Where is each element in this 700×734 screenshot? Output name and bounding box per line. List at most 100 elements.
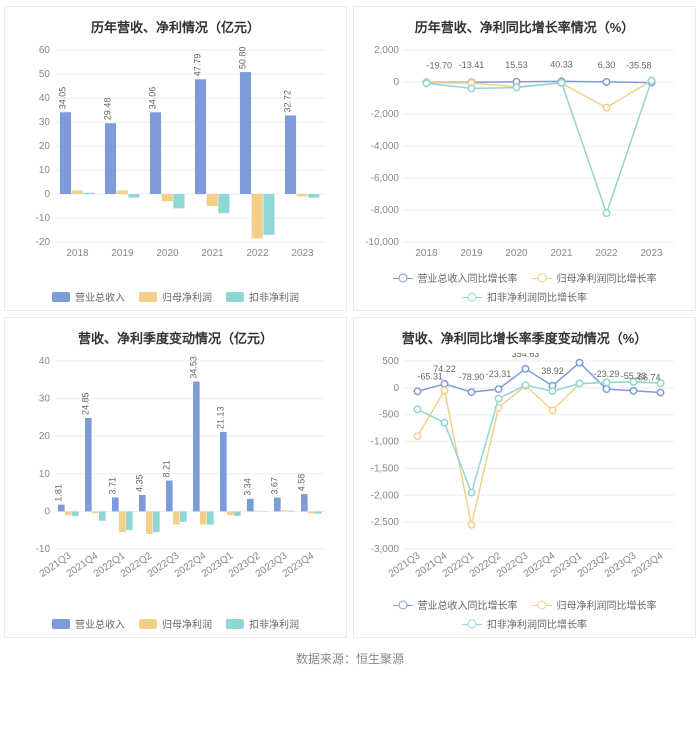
legend-item: 扣非净利润: [226, 289, 299, 304]
svg-text:2023Q4: 2023Q4: [281, 550, 317, 580]
svg-text:-19.70: -19.70: [427, 60, 453, 70]
series-point: [414, 406, 420, 412]
svg-text:2021: 2021: [201, 248, 224, 259]
svg-text:-86.74: -86.74: [635, 373, 661, 383]
chart-grid: 历年营收、净利情况（亿元） -20-1001020304050602018201…: [0, 0, 700, 640]
panel-title: 营收、净利季度变动情况（亿元）: [13, 328, 338, 347]
bar: [193, 382, 200, 512]
svg-text:-23.31: -23.31: [486, 369, 512, 379]
svg-text:0: 0: [393, 383, 399, 394]
svg-text:50: 50: [39, 69, 51, 80]
svg-text:-10,000: -10,000: [365, 237, 399, 248]
legend-item: 归母净利润: [139, 616, 212, 631]
legend-label: 营业总收入: [75, 616, 125, 631]
svg-text:2021: 2021: [550, 248, 573, 259]
legend-label: 扣非净利润: [249, 616, 299, 631]
svg-text:6.30: 6.30: [598, 60, 616, 70]
panel-title: 历年营收、净利同比增长率情况（%）: [362, 17, 687, 36]
svg-text:2023: 2023: [640, 248, 663, 259]
legend-label: 扣非净利润同比增长率: [487, 616, 587, 631]
bar: [153, 511, 160, 532]
legend: 营业总收入归母净利润扣非净利润: [13, 283, 338, 306]
svg-text:2018: 2018: [66, 248, 89, 259]
svg-text:3.71: 3.71: [107, 477, 117, 495]
chart-area: -20-100102030405060201820192020202120222…: [13, 42, 338, 283]
bar: [227, 511, 234, 515]
legend-item: 归母净利润同比增长率: [532, 597, 657, 612]
legend-swatch: [462, 619, 482, 629]
svg-text:-13.41: -13.41: [459, 60, 485, 70]
legend: 营业总收入归母净利润 扣非净利润: [13, 610, 338, 633]
svg-text:15.53: 15.53: [505, 60, 528, 70]
svg-text:38.92: 38.92: [541, 366, 564, 376]
bar: [207, 511, 214, 524]
svg-text:-1,500: -1,500: [371, 463, 400, 474]
data-source-footer: 数据来源：恒生聚源: [0, 640, 700, 681]
svg-text:34.53: 34.53: [188, 356, 198, 379]
svg-text:2019: 2019: [460, 248, 483, 259]
legend-label: 扣非净利润同比增长率: [487, 289, 587, 304]
bar: [263, 194, 274, 235]
svg-text:40.33: 40.33: [550, 59, 573, 69]
svg-text:2023: 2023: [291, 248, 314, 259]
legend-swatch: [393, 273, 413, 283]
svg-text:-1,000: -1,000: [371, 437, 400, 448]
svg-text:2019: 2019: [111, 248, 134, 259]
series-point: [657, 389, 663, 395]
bar: [207, 194, 218, 206]
svg-text:2020: 2020: [505, 248, 528, 259]
panel-title: 营收、净利同比增长率季度变动情况（%）: [362, 328, 687, 347]
series-point: [603, 79, 609, 85]
series-point: [558, 79, 564, 85]
legend-item: 营业总收入同比增长率: [393, 597, 518, 612]
bar: [173, 194, 184, 208]
bar: [247, 499, 254, 512]
legend-swatch: [139, 619, 157, 629]
svg-text:21.13: 21.13: [215, 406, 225, 429]
svg-text:500: 500: [382, 356, 399, 367]
legend-swatch: [226, 619, 244, 629]
legend: 营业总收入同比增长率 归母净利润同比增长率扣非净利润同比增长率: [362, 264, 687, 306]
chart-area: -100102030402021Q32021Q42022Q12022Q22022…: [13, 353, 338, 610]
series-point: [522, 366, 528, 372]
series-point: [423, 80, 429, 86]
series-point: [603, 104, 609, 110]
series-point: [414, 433, 420, 439]
legend-item: 营业总收入: [52, 289, 125, 304]
legend-label: 归母净利润同比增长率: [557, 270, 657, 285]
legend-label: 扣非净利润: [249, 289, 299, 304]
bar: [173, 511, 180, 524]
bar: [234, 511, 241, 516]
svg-text:0: 0: [393, 77, 399, 88]
series-point: [603, 210, 609, 216]
svg-text:30: 30: [39, 394, 51, 405]
svg-text:0: 0: [44, 189, 50, 200]
legend-swatch: [393, 600, 413, 610]
svg-text:2018: 2018: [415, 248, 438, 259]
svg-text:47.79: 47.79: [193, 54, 203, 77]
panel-quarterly-values: 营收、净利季度变动情况（亿元） -100102030402021Q32021Q4…: [4, 317, 347, 638]
bar: [220, 432, 227, 511]
series-point: [441, 381, 447, 387]
svg-text:354.63: 354.63: [512, 353, 540, 359]
legend-swatch: [532, 600, 552, 610]
bar: [58, 505, 65, 512]
series-point: [468, 522, 474, 528]
bar: [83, 193, 94, 194]
svg-text:30: 30: [39, 117, 51, 128]
svg-text:3.34: 3.34: [242, 478, 252, 496]
bar: [180, 511, 187, 522]
legend-item: 扣非净利润: [226, 616, 299, 631]
svg-text:2020: 2020: [156, 248, 179, 259]
bar: [261, 511, 268, 512]
bar: [146, 511, 153, 534]
series-point: [549, 407, 555, 413]
bar: [60, 112, 71, 194]
legend-label: 营业总收入同比增长率: [418, 270, 518, 285]
legend-swatch: [532, 273, 552, 283]
svg-text:-4,000: -4,000: [371, 141, 400, 152]
bar: [72, 190, 83, 194]
legend-item: 营业总收入: [52, 616, 125, 631]
svg-text:20: 20: [39, 141, 51, 152]
bar: [99, 511, 106, 520]
